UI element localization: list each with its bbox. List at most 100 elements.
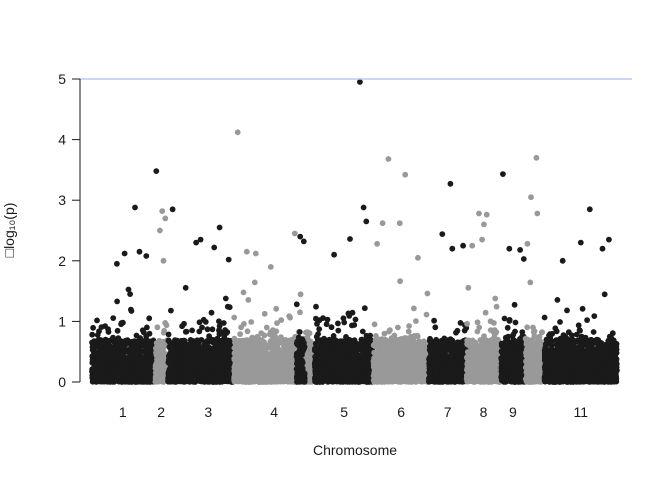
snp-point xyxy=(222,345,229,351)
chromosome-5-points xyxy=(311,79,377,385)
snp-point xyxy=(121,338,127,345)
snp-point xyxy=(208,336,215,343)
snp-point xyxy=(118,320,125,326)
snp-point xyxy=(191,377,198,384)
snp-point xyxy=(273,305,280,312)
snp-point xyxy=(170,355,177,362)
snp-point xyxy=(140,361,147,367)
snp-point xyxy=(114,327,121,334)
snp-point xyxy=(261,310,268,317)
snp-peak-point xyxy=(234,129,241,136)
snp-point xyxy=(224,329,231,335)
snp-peak-point xyxy=(216,224,223,231)
snp-peak-point xyxy=(252,250,259,257)
snp-point xyxy=(106,342,113,349)
snp-point xyxy=(274,360,281,367)
snp-point xyxy=(140,342,147,349)
snp-point xyxy=(165,331,172,338)
snp-point xyxy=(245,297,252,303)
snp-point xyxy=(182,328,189,335)
snp-point xyxy=(148,372,154,379)
snp-peak-point xyxy=(159,208,166,215)
snp-point xyxy=(209,326,216,333)
snp-point xyxy=(125,286,132,293)
snp-point xyxy=(175,378,181,385)
snp-point xyxy=(335,327,342,334)
snp-point xyxy=(316,326,323,332)
snp-point xyxy=(281,353,288,360)
snp-point xyxy=(216,345,223,352)
snp-point xyxy=(281,369,288,376)
snp-point xyxy=(236,374,243,380)
snp-point xyxy=(162,320,169,326)
snp-peak-point xyxy=(300,238,307,245)
snp-point xyxy=(188,363,195,369)
snp-peak-point xyxy=(225,256,232,263)
snp-point xyxy=(241,321,247,327)
snp-point xyxy=(146,315,153,322)
data-points xyxy=(89,79,620,385)
snp-point xyxy=(143,366,150,372)
snp-point xyxy=(268,371,275,377)
snp-peak-point xyxy=(297,233,304,240)
snp-peak-point xyxy=(136,248,143,255)
snp-point xyxy=(253,376,259,383)
snp-point xyxy=(186,378,193,385)
snp-point xyxy=(345,310,352,317)
snp-point xyxy=(299,348,306,355)
snp-point xyxy=(335,320,341,327)
snp-point xyxy=(171,366,178,373)
snp-peak-point xyxy=(114,260,120,267)
snp-point xyxy=(254,358,261,365)
snp-point xyxy=(154,343,161,349)
snp-point xyxy=(140,329,147,336)
snp-point xyxy=(359,328,366,335)
snp-point xyxy=(251,279,258,286)
snp-point xyxy=(197,345,204,352)
snp-point xyxy=(124,360,130,367)
snp-point xyxy=(139,354,145,360)
snp-point xyxy=(182,284,189,291)
snp-point xyxy=(213,376,220,382)
snp-point xyxy=(237,331,244,337)
snp-point xyxy=(306,361,313,367)
snp-peak-point xyxy=(193,239,200,246)
snp-point xyxy=(270,327,276,333)
snp-peak-point xyxy=(153,168,160,175)
snp-point xyxy=(109,360,116,367)
snp-point xyxy=(181,367,188,374)
snp-peak-point xyxy=(169,206,176,213)
snp-point xyxy=(261,377,268,383)
snp-point xyxy=(159,344,166,351)
snp-point xyxy=(361,305,368,312)
snp-point xyxy=(242,364,249,370)
snp-point xyxy=(90,345,97,351)
snp-point xyxy=(222,295,229,302)
snp-point xyxy=(111,378,118,385)
snp-point xyxy=(195,363,202,370)
snp-point xyxy=(92,354,99,361)
snp-point xyxy=(293,301,300,308)
snp-point xyxy=(269,365,276,372)
chromosome-3-points xyxy=(180,224,237,385)
snp-point xyxy=(256,348,263,355)
snp-peak-point xyxy=(132,204,138,211)
snp-point xyxy=(306,330,313,337)
snp-point xyxy=(243,351,249,357)
snp-point xyxy=(226,304,233,311)
snp-point xyxy=(117,377,124,384)
snp-point xyxy=(261,332,268,339)
snp-point xyxy=(189,327,196,334)
snp-point xyxy=(167,345,174,352)
snp-point xyxy=(127,291,133,297)
snp-point xyxy=(108,348,114,355)
snp-point xyxy=(126,353,133,360)
snp-point xyxy=(132,358,139,365)
snp-point xyxy=(90,324,96,331)
snp-point xyxy=(287,346,294,353)
snp-point xyxy=(272,349,279,356)
snp-point xyxy=(340,315,347,322)
snp-peak-point xyxy=(267,264,274,270)
snp-point xyxy=(282,343,289,350)
